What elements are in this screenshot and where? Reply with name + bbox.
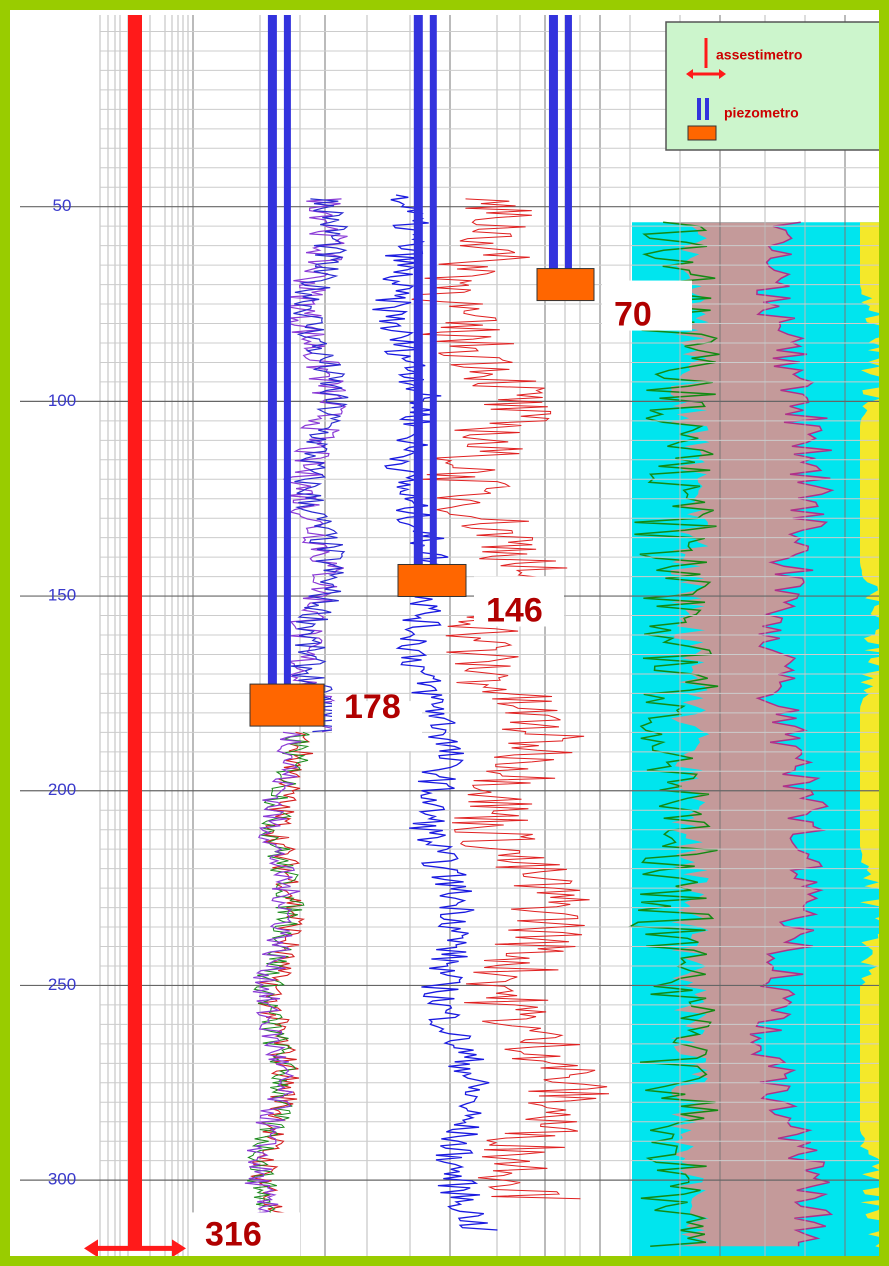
depth-label: 70: [614, 296, 652, 334]
extensometer-rod: [128, 15, 142, 1249]
label-box: [602, 280, 692, 331]
label-box: [474, 576, 564, 627]
legend-icon: [697, 98, 701, 120]
y-tick-label: 50: [53, 196, 72, 215]
label-box: [332, 701, 422, 752]
log-curve: [247, 731, 310, 1219]
legend: assestimetro piezometro: [665, 21, 881, 151]
y-tick-label: 300: [48, 1170, 76, 1189]
log-curves: [244, 194, 610, 1231]
legend-icon: [705, 98, 709, 120]
y-tick-label: 250: [48, 975, 76, 994]
log-curve: [283, 198, 348, 733]
piezometer-cell: [536, 268, 595, 302]
y-tick-label: 150: [48, 586, 76, 605]
depth-label: 146: [486, 591, 543, 629]
log-curve: [749, 221, 835, 1247]
depth-label: 316: [205, 1215, 262, 1253]
piezometer-tube: [413, 15, 423, 581]
grid: 50 100 150 200 250 300: [20, 15, 889, 1261]
lithology-shale: [670, 222, 832, 1247]
piezometer-tube: [548, 15, 558, 285]
y-tick-label: 100: [48, 391, 76, 410]
legend-label: assestimetro: [716, 47, 802, 63]
log-curve: [627, 221, 720, 1248]
piezometer-cell: [397, 563, 467, 597]
piezometer-tube: [564, 15, 572, 285]
log-curve: [250, 731, 314, 1219]
instruments: 316 178 146 70: [84, 15, 692, 1261]
log-curve: [372, 194, 498, 1231]
log-curve: [411, 198, 610, 1200]
piezometer-tube: [267, 15, 277, 706]
depth-label: 178: [344, 688, 401, 726]
piezometer-cell: [249, 683, 325, 727]
label-box: [190, 1212, 300, 1261]
y-tick-label: 200: [48, 780, 76, 799]
legend-icon: [687, 125, 717, 141]
log-curve: [290, 198, 349, 733]
piezometer-tube: [283, 15, 291, 706]
log-tracks: [627, 221, 889, 1259]
piezometer-tube: [429, 15, 437, 581]
log-curve: [244, 731, 302, 1219]
legend-label: piezometro: [724, 105, 799, 121]
